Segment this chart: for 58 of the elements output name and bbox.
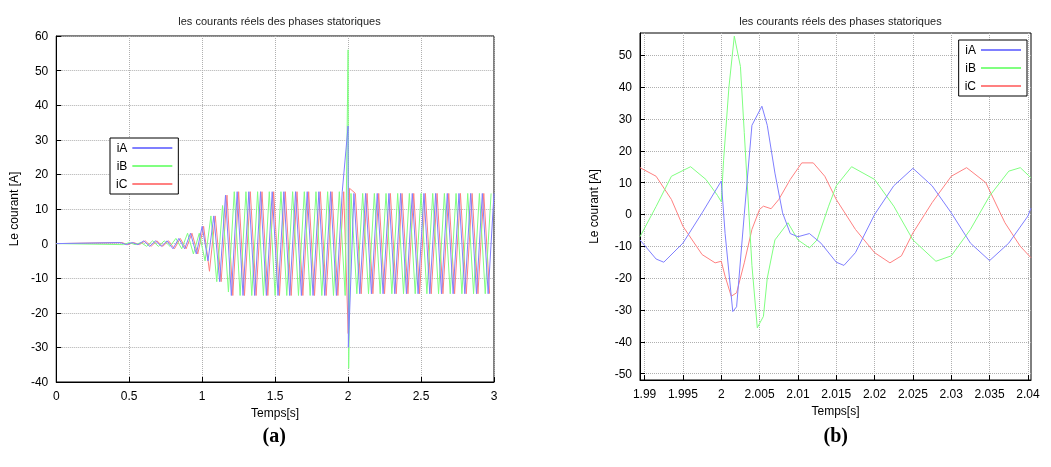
- line-series: [639, 105, 1032, 313]
- y-tick-label: 40: [618, 80, 633, 95]
- y-tick-label: 50: [618, 48, 633, 63]
- y-tick-label: 20: [34, 167, 49, 182]
- text: (b): [823, 424, 848, 447]
- legend-label: iA: [116, 141, 128, 155]
- y-tick-label: 50: [34, 63, 49, 78]
- chart-title: les courants réels des phases statoriques: [178, 14, 382, 27]
- x-tick-label: 2.01: [786, 387, 810, 401]
- y-tick-label: -30: [30, 340, 49, 355]
- y-tick-label: 10: [618, 175, 633, 190]
- x-axis-title: Temps[s]: [811, 403, 860, 418]
- line-series: [639, 35, 1032, 329]
- legend-label: iC: [964, 79, 977, 93]
- x-tick-label: 2: [344, 389, 352, 403]
- y-tick-label: -30: [614, 302, 633, 317]
- y-tick-label: 30: [34, 132, 49, 147]
- y-tick-label: -20: [614, 271, 633, 286]
- y-axis-title: Le courant [A]: [587, 169, 601, 244]
- x-tick-label: 2.04: [1016, 387, 1040, 401]
- x-tick-label: 2: [717, 387, 725, 401]
- x-tick-label: 2.03: [939, 387, 964, 401]
- line-series: [55, 125, 495, 348]
- x-tick-label: 0: [52, 389, 60, 403]
- legend-label: iA: [965, 43, 976, 57]
- y-tick-label: 60: [34, 29, 49, 43]
- legend-label: iB: [116, 159, 128, 173]
- y-axis-title: Le courant [A]: [7, 171, 21, 247]
- y-tick-label: -40: [614, 334, 633, 349]
- y-tick-label: 30: [618, 111, 633, 126]
- legend-label: iB: [965, 61, 976, 75]
- y-tick-label: 20: [618, 143, 633, 158]
- y-tick-label: -20: [30, 305, 49, 320]
- legend-label: iC: [115, 177, 128, 191]
- x-tick-label: 2.015: [821, 387, 852, 401]
- y-tick-label: 0: [41, 236, 49, 251]
- x-tick-label: 2.025: [897, 387, 929, 401]
- y-tick-label: -10: [614, 239, 633, 254]
- x-tick-label: 2.02: [862, 387, 887, 401]
- y-tick-label: 40: [34, 98, 49, 113]
- x-tick-label: 0.5: [120, 389, 138, 403]
- y-tick-label: -10: [30, 271, 49, 286]
- x-tick-label: 2.5: [412, 389, 430, 403]
- x-tick-label: 1.5: [266, 389, 284, 403]
- y-tick-label: -50: [614, 366, 633, 381]
- x-tick-label: 1.995: [667, 387, 699, 401]
- x-tick-label: 1: [198, 389, 206, 403]
- x-tick-label: 1.99: [632, 387, 657, 401]
- x-tick-label: 2.035: [974, 387, 1005, 401]
- y-tick-label: -40: [30, 375, 49, 389]
- text: (a): [262, 424, 286, 447]
- y-tick-label: 10: [34, 202, 49, 216]
- chart-title: les courants réels des phases statoriques: [739, 14, 943, 27]
- x-tick-label: 3: [490, 389, 498, 403]
- x-tick-label: 2.005: [744, 387, 775, 401]
- line-series: [639, 162, 1032, 297]
- y-tick-label: 0: [625, 207, 633, 222]
- x-axis-title: Temps[s]: [251, 405, 300, 420]
